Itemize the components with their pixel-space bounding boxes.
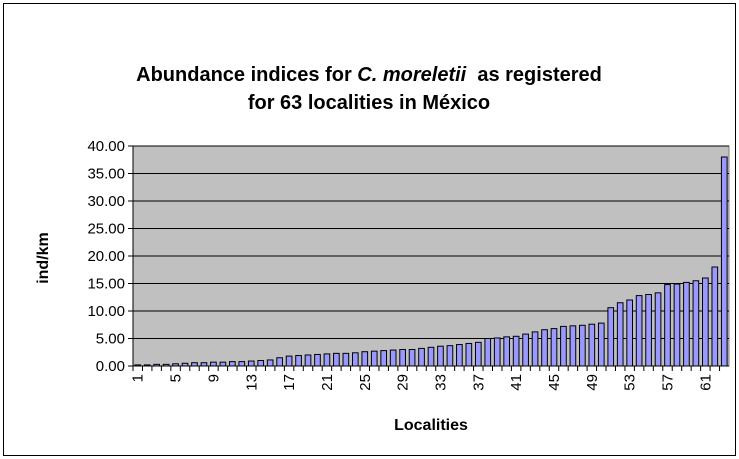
- y-tick-label: 40.00: [87, 138, 125, 155]
- bar: [683, 281, 690, 367]
- bar: [228, 361, 236, 367]
- x-tick-label: 29: [395, 374, 412, 391]
- bar: [673, 283, 681, 367]
- bar: [418, 347, 425, 367]
- x-tick-label: 1: [130, 374, 147, 382]
- x-tick-label: 61: [697, 374, 714, 391]
- bar: [389, 349, 397, 367]
- bar: [607, 307, 615, 367]
- bar: [531, 331, 539, 367]
- bar: [560, 325, 567, 367]
- bar: [503, 336, 511, 367]
- bar: [314, 353, 321, 367]
- chart-title: Abundance indices for C. moreletii as re…: [136, 64, 602, 114]
- bar: [238, 361, 246, 367]
- bar: [474, 341, 482, 367]
- x-tick-label: 25: [357, 374, 374, 391]
- bar: [361, 351, 369, 367]
- bar: [616, 302, 624, 367]
- bar: [465, 342, 473, 367]
- y-tick-label: 25.00: [87, 221, 125, 238]
- bar: [370, 350, 378, 367]
- bar: [333, 352, 340, 367]
- y-tick-label: 15.00: [87, 276, 125, 293]
- bar: [635, 295, 643, 367]
- x-tick-label: 5: [168, 374, 185, 382]
- y-tick-label: 20.00: [87, 248, 125, 265]
- x-tick-label: 13: [243, 374, 260, 391]
- bar: [484, 338, 492, 367]
- bar: [597, 322, 605, 367]
- bar: [380, 350, 388, 367]
- bar: [711, 266, 719, 367]
- bar: [512, 335, 520, 367]
- bar: [550, 328, 558, 367]
- x-axis-title: Localities: [394, 417, 468, 434]
- bar: [210, 361, 217, 367]
- y-tick-label: 30.00: [87, 193, 125, 210]
- bar: [654, 292, 662, 367]
- x-tick-label: 41: [508, 374, 525, 391]
- bar: [493, 337, 501, 367]
- title-line: Abundance indices for C. moreletii as re…: [136, 64, 602, 86]
- bar: [645, 294, 652, 367]
- bar: [456, 344, 463, 367]
- bar: [351, 352, 359, 367]
- bar: [219, 361, 227, 367]
- bar: [446, 345, 454, 367]
- bar: [437, 345, 444, 367]
- bar: [408, 349, 416, 367]
- title-part: for 63 localities in México: [248, 92, 490, 114]
- bar: [588, 323, 596, 367]
- title-line: for 63 localities in México: [248, 92, 490, 114]
- bar: [276, 357, 283, 367]
- x-tick-label: 21: [319, 374, 336, 391]
- bar: [569, 325, 577, 367]
- x-tick-label: 57: [660, 374, 677, 391]
- y-tick-label: 10.00: [87, 303, 125, 320]
- x-tick-label: 53: [622, 374, 639, 391]
- bar: [720, 156, 728, 367]
- y-tick-label: 0.00: [96, 358, 125, 375]
- bar: [285, 355, 293, 367]
- title-part: as registered: [466, 64, 602, 86]
- y-tick-label: 35.00: [87, 166, 125, 183]
- bar: [304, 354, 312, 367]
- title-part: C. moreletii: [357, 64, 466, 86]
- bar: [295, 355, 302, 367]
- bar: [626, 299, 634, 367]
- y-tick-label: 5.00: [96, 331, 125, 348]
- bar: [541, 329, 548, 367]
- x-tick-label: 37: [470, 374, 487, 391]
- bar: [247, 360, 255, 367]
- bar: [266, 359, 274, 367]
- bar: [692, 280, 700, 367]
- bar: [427, 346, 435, 367]
- y-axis-title: ind/km: [35, 232, 52, 284]
- bar: [522, 333, 529, 367]
- bar: [342, 352, 350, 367]
- bar: [664, 284, 671, 367]
- title-part: Abundance indices for: [136, 64, 357, 86]
- x-tick-label: 49: [584, 374, 601, 391]
- x-tick-label: 45: [546, 374, 563, 391]
- x-tick-label: 17: [281, 374, 298, 391]
- bar: [399, 349, 406, 367]
- x-tick-label: 33: [432, 374, 449, 391]
- bar: [323, 353, 331, 367]
- bar: [702, 277, 709, 367]
- bar: [579, 324, 586, 367]
- x-tick-label: 9: [205, 374, 222, 382]
- bar: [257, 360, 265, 367]
